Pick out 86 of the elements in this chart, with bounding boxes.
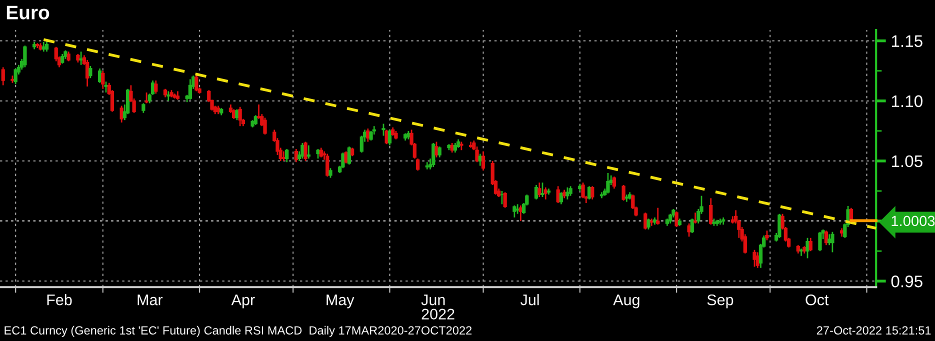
candlestick: [656, 207, 660, 226]
candlestick: [765, 230, 769, 241]
candlestick: [478, 153, 482, 166]
y-tick-label: 0.95: [891, 276, 922, 288]
candlestick: [23, 44, 27, 68]
candlestick: [341, 152, 345, 169]
candlestick: [285, 148, 289, 163]
candlestick: [66, 50, 70, 62]
x-tick-label: Aug: [613, 294, 640, 308]
candlestick: [144, 92, 148, 104]
x-tick-label: Feb: [47, 294, 72, 306]
candlestick: [559, 192, 564, 205]
candlestick: [568, 186, 572, 197]
candlestick: [347, 146, 352, 166]
text: 27-Oct-2022 15:21:51: [817, 326, 931, 335]
candlestick: [369, 130, 373, 142]
candlestick: [306, 144, 310, 160]
candlestick: [142, 102, 146, 114]
candlestick: [104, 80, 108, 94]
candlestick: [453, 142, 458, 154]
candlestick: [382, 123, 386, 136]
candlestick: [79, 50, 83, 66]
candlestick: [1, 66, 5, 86]
candlestick: [254, 114, 258, 126]
candlestick: [512, 204, 516, 218]
candlestick: [693, 212, 698, 224]
candlestick: [646, 218, 650, 230]
candlestick: [316, 148, 320, 160]
x-tick-label: Apr: [231, 294, 255, 308]
candlestick: [388, 129, 392, 146]
candlestick: [120, 105, 124, 124]
candlestick: [481, 150, 486, 172]
candlestick: [263, 117, 267, 136]
y-tick-label: 1.10: [892, 95, 922, 108]
candlestick: [304, 141, 308, 162]
x-tick-label: Sep: [707, 294, 734, 308]
text: EC1 Curncy (Generic 1st 'EC' Future) Candle RSI MACD Daily 17MAR2020-27OCT2022: [4, 326, 472, 337]
x-tick-label: May: [326, 294, 354, 308]
x-tick-label: Jun: [421, 294, 445, 306]
candlestick: [319, 147, 323, 158]
candlestick: [194, 74, 198, 92]
candlestick: [238, 106, 242, 127]
candlestick: [60, 53, 64, 64]
y-tick-label: 1.15: [892, 35, 922, 48]
candlestick: [752, 249, 756, 268]
candlestick: [14, 68, 18, 85]
candlestick: [690, 218, 694, 234]
x-tick-label: Mar: [138, 294, 163, 306]
candlestick: [622, 184, 626, 202]
candlestick: [612, 176, 616, 190]
candlestick: [44, 38, 49, 52]
candlestick: [101, 70, 105, 90]
y-tick-label: 1.05: [892, 155, 922, 168]
candlestick: [818, 231, 822, 252]
candlestick: [674, 210, 678, 228]
candlestick: [438, 146, 442, 158]
candlestick: [808, 237, 812, 252]
candlestick: [88, 65, 92, 79]
x-axis-title: 2022: [422, 308, 454, 320]
candlestick: [709, 198, 713, 226]
candlestick: [668, 213, 672, 224]
candlestick: [188, 78, 192, 100]
candlestick: [544, 186, 548, 200]
candlestick: [540, 182, 544, 198]
candlestick: [85, 59, 90, 88]
candlestick: [824, 230, 828, 246]
candlestick: [606, 172, 610, 194]
candlestick: [830, 231, 834, 253]
candlestick: [581, 182, 585, 199]
x-tick-label: Jul: [520, 294, 539, 306]
candlestick: [432, 142, 436, 168]
candlestick: [538, 182, 542, 198]
y-tick-label: 1.0003: [892, 216, 935, 226]
candlestick: [590, 186, 594, 200]
candlestick: [503, 192, 507, 209]
candlestick: [434, 141, 438, 158]
candlestick: [778, 213, 782, 239]
x-tick-label: Oct: [806, 294, 829, 306]
candlestick: [326, 153, 330, 178]
candlestick: [516, 204, 520, 215]
chart-title: Euro: [6, 6, 50, 20]
candlestick: [566, 186, 570, 200]
candlestick: [154, 80, 158, 94]
candlestick: [328, 167, 332, 178]
candlestick: [806, 237, 810, 259]
candlestick: [687, 222, 691, 238]
